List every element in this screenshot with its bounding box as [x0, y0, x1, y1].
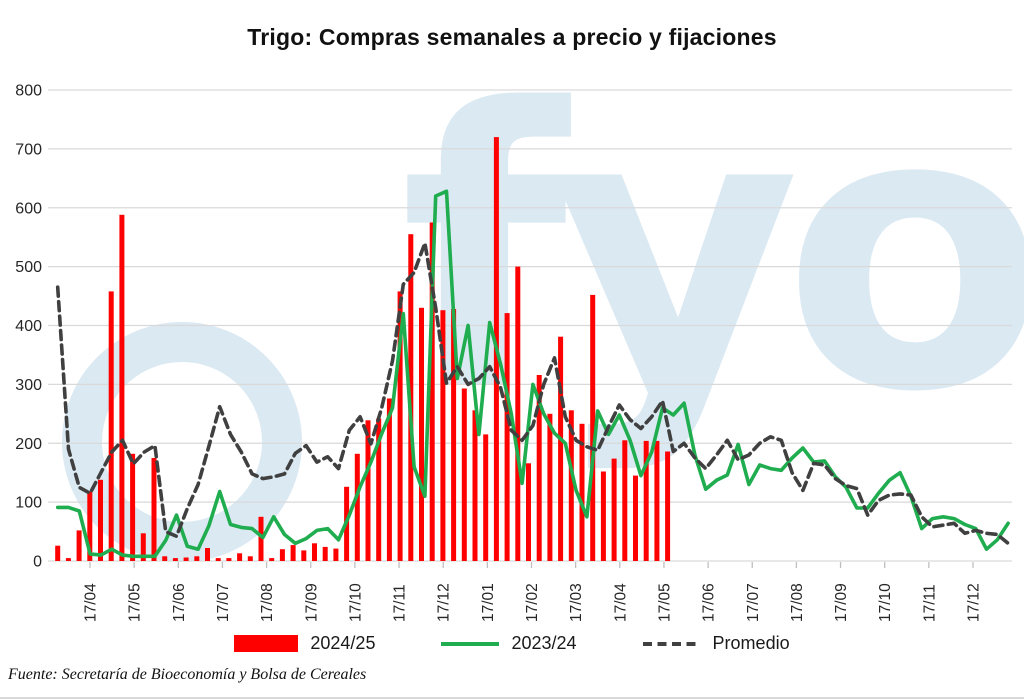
legend-item-2023-24: 2023/24: [441, 633, 577, 654]
svg-text:17/08: 17/08: [789, 583, 806, 622]
svg-text:17/11: 17/11: [392, 584, 409, 622]
svg-text:500: 500: [15, 259, 42, 276]
svg-text:17/09: 17/09: [303, 583, 320, 622]
svg-text:17/03: 17/03: [568, 583, 585, 622]
line-promedio: [55, 241, 1010, 546]
svg-text:17/07: 17/07: [745, 583, 762, 622]
svg-text:17/07: 17/07: [215, 583, 232, 622]
line-swatch-icon: [441, 641, 500, 646]
svg-text:17/12: 17/12: [436, 583, 453, 622]
dashed-swatch-icon: [642, 641, 701, 646]
svg-text:100: 100: [15, 495, 42, 512]
legend-item-2024-25: 2024/25: [234, 633, 375, 654]
svg-text:17/08: 17/08: [259, 583, 276, 622]
svg-text:400: 400: [15, 318, 42, 335]
svg-text:17/06: 17/06: [701, 583, 718, 622]
legend-label: 2024/25: [310, 633, 376, 653]
svg-text:700: 700: [15, 141, 42, 158]
y-axis-labels: 0 100 200 300 400 500 600 700 800: [15, 83, 42, 571]
svg-text:17/05: 17/05: [127, 583, 144, 622]
x-axis-labels: 17/04 17/05 17/06 17/07 17/08 17/09 17/10 17/11…: [83, 583, 983, 622]
svg-text:17/04: 17/04: [83, 583, 100, 622]
chart-legend: 2024/25 2023/24 Promedio: [0, 633, 1024, 654]
chart-title: Trigo: Compras semanales a precio y fija…: [247, 24, 777, 50]
svg-text:17/01: 17/01: [480, 583, 497, 622]
svg-text:17/12: 17/12: [966, 583, 983, 622]
svg-text:17/11: 17/11: [921, 584, 938, 622]
svg-text:600: 600: [15, 200, 42, 217]
svg-text:17/04: 17/04: [612, 583, 629, 622]
weekly-purchases-chart: 0 100 200 300 400 500 600 700 800 17/04 17/05 17/06…: [15, 83, 1012, 622]
legend-item-promedio: Promedio: [642, 633, 790, 654]
svg-text:0: 0: [33, 554, 42, 571]
svg-text:17/02: 17/02: [524, 583, 541, 622]
svg-text:200: 200: [15, 436, 42, 453]
legend-label: 2023/24: [511, 633, 577, 653]
bar-swatch-icon: [234, 635, 299, 652]
x-axis-ticks: [89, 562, 974, 568]
line-2023-24: [55, 189, 1010, 559]
svg-text:17/10: 17/10: [877, 583, 894, 622]
svg-text:17/09: 17/09: [833, 583, 850, 622]
svg-text:17/06: 17/06: [171, 583, 188, 622]
svg-text:17/05: 17/05: [656, 583, 673, 622]
svg-text:17/10: 17/10: [347, 583, 364, 622]
source-attribution: Fuente: Secretaría de Bioeconomía y Bols…: [8, 666, 367, 683]
svg-text:300: 300: [15, 377, 42, 394]
bottom-divider: [0, 697, 1024, 699]
legend-label: Promedio: [712, 633, 790, 653]
svg-text:800: 800: [15, 83, 42, 100]
